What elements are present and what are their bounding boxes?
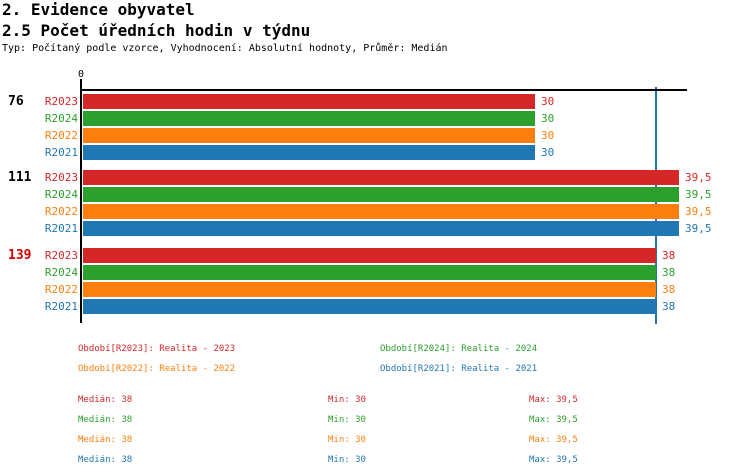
bar-r2021 xyxy=(83,145,535,160)
bar-value-label: 38 xyxy=(662,300,676,313)
series-label-r2023: R2023 xyxy=(44,171,78,184)
stat-min-green: Min: 30 xyxy=(328,415,366,425)
stat-max-blue: Max: 39,5 xyxy=(529,455,578,465)
series-label-r2023: R2023 xyxy=(44,95,78,108)
legend-item-orange: Období[R2022]: Realita - 2022 xyxy=(78,364,236,374)
bar-r2022 xyxy=(83,204,679,219)
bar-r2023 xyxy=(83,248,656,263)
bar-r2022 xyxy=(83,282,656,297)
bar-value-label: 39,5 xyxy=(685,188,712,201)
series-label-r2024: R2024 xyxy=(44,188,78,201)
stat-min-red: Min: 30 xyxy=(328,395,366,405)
bar-r2021 xyxy=(83,299,656,314)
bar-value-label: 38 xyxy=(662,249,676,262)
bar-value-label: 30 xyxy=(541,95,555,108)
stat-max-orange: Max: 39,5 xyxy=(529,435,578,445)
group-label-76: 76 xyxy=(8,94,24,109)
series-label-r2022: R2022 xyxy=(44,129,78,142)
stat-max-red: Max: 39,5 xyxy=(529,395,578,405)
stat-median-green: Medián: 38 xyxy=(78,415,133,425)
series-label-r2021: R2021 xyxy=(44,146,78,159)
bar-value-label: 39,5 xyxy=(685,171,712,184)
series-label-r2024: R2024 xyxy=(44,266,78,279)
bar-r2024 xyxy=(83,187,679,202)
bar-r2023 xyxy=(83,170,679,185)
bar-r2023 xyxy=(83,94,535,109)
stat-max-green: Max: 39,5 xyxy=(529,415,578,425)
stat-median-blue: Medián: 38 xyxy=(78,455,133,465)
bar-value-label: 30 xyxy=(541,112,555,125)
legend-item-green: Období[R2024]: Realita - 2024 xyxy=(380,344,538,354)
report-section-title: 2. Evidence obyvatel xyxy=(2,0,195,19)
bar-r2022 xyxy=(83,128,535,143)
stat-median-red: Medián: 38 xyxy=(78,395,133,405)
bar-r2024 xyxy=(83,265,656,280)
bar-value-label: 38 xyxy=(662,266,676,279)
stat-median-orange: Medián: 38 xyxy=(78,435,133,445)
series-label-r2021: R2021 xyxy=(44,222,78,235)
series-label-r2021: R2021 xyxy=(44,300,78,313)
bar-value-label: 39,5 xyxy=(685,205,712,218)
group-label-111: 111 xyxy=(8,170,32,185)
chart-title: 2.5 Počet úředních hodin v týdnu xyxy=(2,21,311,40)
bar-r2024 xyxy=(83,111,535,126)
y-axis-line xyxy=(80,79,82,323)
legend-item-blue: Období[R2021]: Realita - 2021 xyxy=(380,364,538,374)
x-axis-origin-tick-label: 0 xyxy=(77,69,85,80)
x-axis-line xyxy=(80,89,687,91)
bar-value-label: 39,5 xyxy=(685,222,712,235)
stat-min-orange: Min: 30 xyxy=(328,435,366,445)
series-label-r2022: R2022 xyxy=(44,283,78,296)
group-label-139: 139 xyxy=(8,248,32,263)
legend-item-red: Období[R2023]: Realita - 2023 xyxy=(78,344,236,354)
series-label-r2024: R2024 xyxy=(44,112,78,125)
chart-subtitle: Typ: Počítaný podle vzorce, Vyhodnocení:… xyxy=(2,43,448,54)
bar-r2021 xyxy=(83,221,679,236)
series-label-r2023: R2023 xyxy=(44,249,78,262)
bar-value-label: 30 xyxy=(541,129,555,142)
bar-value-label: 30 xyxy=(541,146,555,159)
stat-min-blue: Min: 30 xyxy=(328,455,366,465)
bar-value-label: 38 xyxy=(662,283,676,296)
series-label-r2022: R2022 xyxy=(44,205,78,218)
